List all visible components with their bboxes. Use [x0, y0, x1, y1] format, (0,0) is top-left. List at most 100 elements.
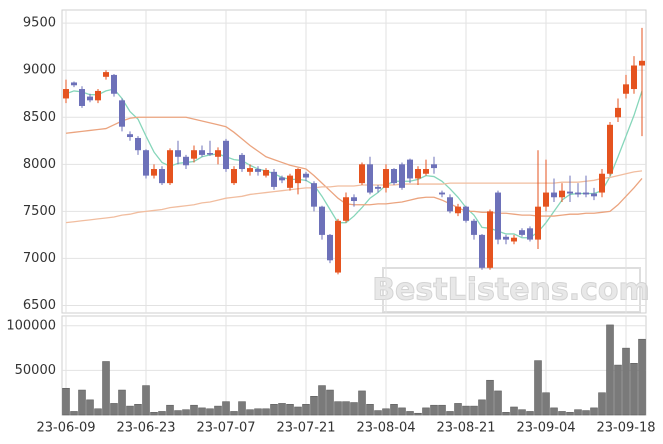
volume-bar: [550, 407, 558, 416]
panel-frame: [61, 9, 647, 314]
candle-body: [495, 192, 501, 240]
volume-bar: [470, 405, 478, 416]
volume-bar: [302, 404, 310, 416]
y-tick-label: 50000: [15, 363, 56, 378]
volume-bar: [166, 404, 174, 416]
volume-bar: [278, 403, 286, 416]
candle-body: [279, 177, 285, 181]
candle-body: [159, 169, 165, 184]
volume-bar: [174, 410, 182, 416]
candle-body: [519, 230, 525, 235]
volume-bar: [502, 412, 510, 416]
volume-bar: [398, 407, 406, 416]
volume-bar: [582, 410, 590, 416]
volume-bar: [214, 405, 222, 416]
volume-bar: [142, 385, 150, 416]
candle-body: [367, 164, 373, 193]
volume-bar: [526, 411, 534, 416]
candle-body: [623, 84, 629, 94]
volume-bar: [542, 392, 550, 416]
candle-body: [639, 60, 645, 66]
candle-body: [303, 173, 309, 178]
volume-bar: [310, 396, 318, 416]
candle-body: [79, 89, 85, 106]
y-tick-label: 8500: [23, 110, 56, 125]
volume-bar: [454, 403, 462, 416]
candle-body: [543, 192, 549, 207]
candle-body: [447, 197, 453, 212]
x-tick-label: 23-08-21: [436, 421, 495, 436]
volume-bar: [630, 363, 638, 416]
plot-layer: 6500 7000 7500 8000 8500 9000 9500 50000 100000 2…: [6, 9, 656, 436]
volume-bar: [366, 404, 374, 416]
candle-body: [399, 164, 405, 188]
candle-body: [135, 137, 141, 151]
volume-bar: [606, 324, 614, 416]
volume-bar: [326, 389, 334, 416]
volume-bar: [430, 404, 438, 416]
candle-body: [119, 100, 125, 127]
volume-bar: [558, 411, 566, 416]
y-tick-label: 8000: [23, 157, 56, 172]
candle-body: [439, 192, 445, 195]
volume-bar: [622, 347, 630, 416]
candle-body: [271, 171, 277, 187]
volume-bar: [118, 389, 126, 416]
candle-body: [575, 192, 581, 195]
candle-body: [287, 175, 293, 188]
volume-bar: [190, 404, 198, 416]
candle-body: [423, 169, 429, 174]
candle-body: [431, 164, 437, 169]
volume-bar: [134, 404, 142, 416]
candle-body: [207, 153, 213, 155]
volume-bar: [390, 404, 398, 416]
candle-body: [607, 124, 613, 174]
volume-bar: [262, 408, 270, 416]
candle-body: [247, 168, 253, 172]
candle-body: [455, 206, 461, 214]
candle-body: [383, 169, 389, 188]
volume-bar: [182, 409, 190, 416]
x-tick-label: 23-06-09: [36, 421, 95, 436]
volume-bar: [86, 399, 94, 416]
y-tick-label: 9500: [23, 16, 56, 31]
candle-body: [535, 206, 541, 240]
candle-body: [511, 237, 517, 242]
candle-body: [143, 150, 149, 176]
volume-bar: [518, 409, 526, 416]
volume-bar: [238, 401, 246, 416]
candle-body: [407, 159, 413, 179]
candle-body: [351, 197, 357, 202]
candle-body: [599, 173, 605, 193]
candle-body: [631, 65, 637, 90]
candle-body: [95, 90, 101, 101]
x-tick-label: 23-07-07: [196, 421, 255, 436]
x-tick-label: 23-08-04: [356, 421, 415, 436]
y-tick-label: 6500: [23, 298, 56, 313]
candle-body: [591, 193, 597, 197]
candle-body: [87, 96, 93, 101]
volume-bar: [222, 401, 230, 416]
watermark-box: [382, 267, 641, 313]
x-tick-label: 23-06-23: [116, 421, 175, 436]
volume-bar: [102, 361, 110, 416]
candle-body: [103, 72, 109, 77]
candle-body: [231, 169, 237, 184]
candle-body: [551, 192, 557, 198]
candle-body: [191, 150, 197, 159]
candle-body: [263, 169, 269, 176]
volume-bar: [374, 410, 382, 416]
candle-body: [167, 150, 173, 184]
candle-body: [319, 206, 325, 235]
volume-bar: [334, 401, 342, 416]
volume-bar: [590, 407, 598, 416]
candle-body: [335, 220, 341, 273]
candle-body: [527, 228, 533, 240]
candle-body: [343, 197, 349, 221]
y-tick-label: 7500: [23, 204, 56, 219]
candle-body: [375, 186, 381, 189]
volume-bar: [198, 407, 206, 416]
candle-body: [391, 169, 397, 184]
volume-bar: [358, 390, 366, 416]
